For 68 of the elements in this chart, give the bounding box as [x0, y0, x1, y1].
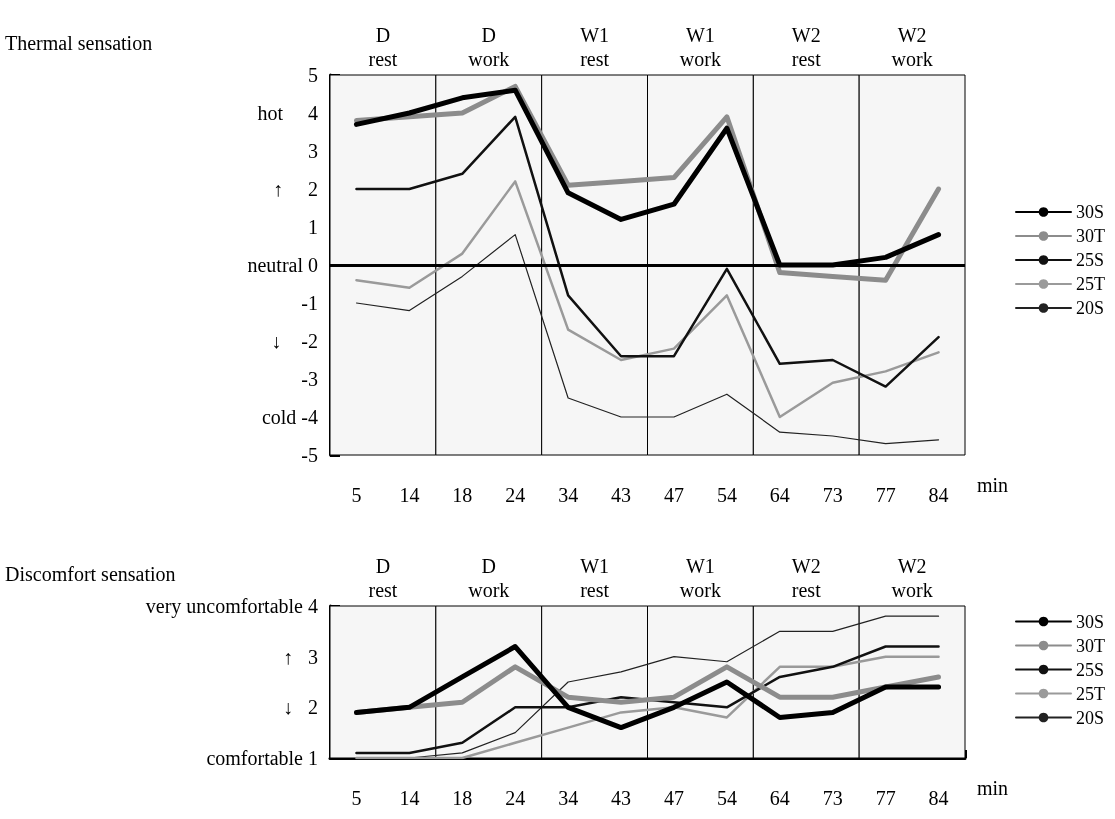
y-tick-label: 1 [308, 216, 318, 238]
y-tick-label: -3 [301, 368, 318, 390]
x-axis-title: min [977, 777, 1009, 799]
band-label: D work [468, 554, 510, 601]
y-tick-label: -1 [301, 292, 318, 314]
x-tick-label: 64 [769, 484, 790, 506]
legend-label: 25T [1076, 274, 1105, 294]
band-label: W2 rest [791, 23, 822, 70]
y-tick-label: neutral 0 [247, 254, 318, 276]
x-tick-label: 54 [716, 484, 737, 506]
y-tick-label: ↑ 3 [283, 645, 318, 668]
x-tick-label: 18 [452, 484, 473, 506]
x-tick-label: 77 [875, 787, 896, 809]
y-axis-title: Thermal sensation [5, 32, 153, 54]
legend-label: 20S [1076, 707, 1105, 728]
legend-label: 30T [1076, 226, 1105, 246]
x-tick-label: 64 [769, 787, 790, 809]
y-axis-title: Discomfort sensation [5, 563, 176, 585]
x-tick-label: 43 [611, 787, 632, 809]
band-label: W2 work [891, 554, 933, 601]
x-axis-title: min [977, 474, 1009, 496]
y-tick-label: very uncomfortable 4 [145, 595, 318, 618]
x-tick-label: 5 [351, 484, 362, 506]
x-tick-label: 84 [928, 787, 949, 809]
x-tick-label: 47 [663, 787, 684, 809]
x-tick-label: 47 [663, 484, 684, 506]
x-tick-label: 73 [822, 787, 843, 809]
x-tick-label: 24 [505, 787, 526, 809]
line-series [355, 180, 940, 419]
x-tick-label: 43 [611, 484, 632, 506]
legend-label: 25T [1076, 683, 1105, 704]
y-tick-label: cold -4 [261, 406, 318, 428]
x-tick-label: 18 [452, 787, 473, 809]
band-label: D rest [368, 23, 398, 70]
x-tick-label: 5 [351, 787, 362, 809]
y-tick-label: ↓ -2 [271, 330, 318, 352]
legend-label: 30S [1076, 611, 1105, 632]
band-label: D work [468, 23, 510, 70]
band-label: W1 rest [580, 554, 610, 601]
y-tick-label: -5 [301, 444, 318, 466]
band-label: W1 work [679, 554, 721, 601]
y-tick-label: hot 4 [257, 102, 318, 124]
y-tick-label: ↓ 2 [283, 696, 318, 719]
x-tick-label: 34 [558, 484, 579, 506]
y-tick-label: 3 [308, 140, 318, 162]
band-label: W2 work [891, 23, 933, 70]
x-tick-label: 34 [558, 787, 579, 809]
band-label: W2 rest [791, 554, 822, 601]
y-tick-label: ↑ 2 [273, 178, 318, 200]
legend-label: 25S [1076, 250, 1105, 270]
line-series [355, 234, 940, 445]
y-tick-label: comfortable 1 [206, 747, 318, 769]
line-series [355, 115, 940, 388]
x-tick-label: 73 [822, 484, 843, 506]
x-tick-label: 14 [399, 484, 420, 506]
x-tick-label: 14 [399, 787, 420, 809]
x-tick-label: 24 [505, 484, 526, 506]
x-tick-label: 84 [928, 484, 949, 506]
band-label: W1 rest [580, 23, 610, 70]
x-tick-label: 54 [716, 787, 737, 809]
x-tick-label: 77 [875, 484, 896, 506]
legend-label: 20S [1076, 298, 1105, 318]
y-tick-label: 5 [308, 64, 318, 86]
band-label: W1 work [679, 23, 721, 70]
legend-label: 30S [1076, 202, 1105, 222]
legend-label: 25S [1076, 659, 1105, 680]
legend-label: 30T [1076, 635, 1105, 656]
band-label: D rest [368, 554, 398, 601]
